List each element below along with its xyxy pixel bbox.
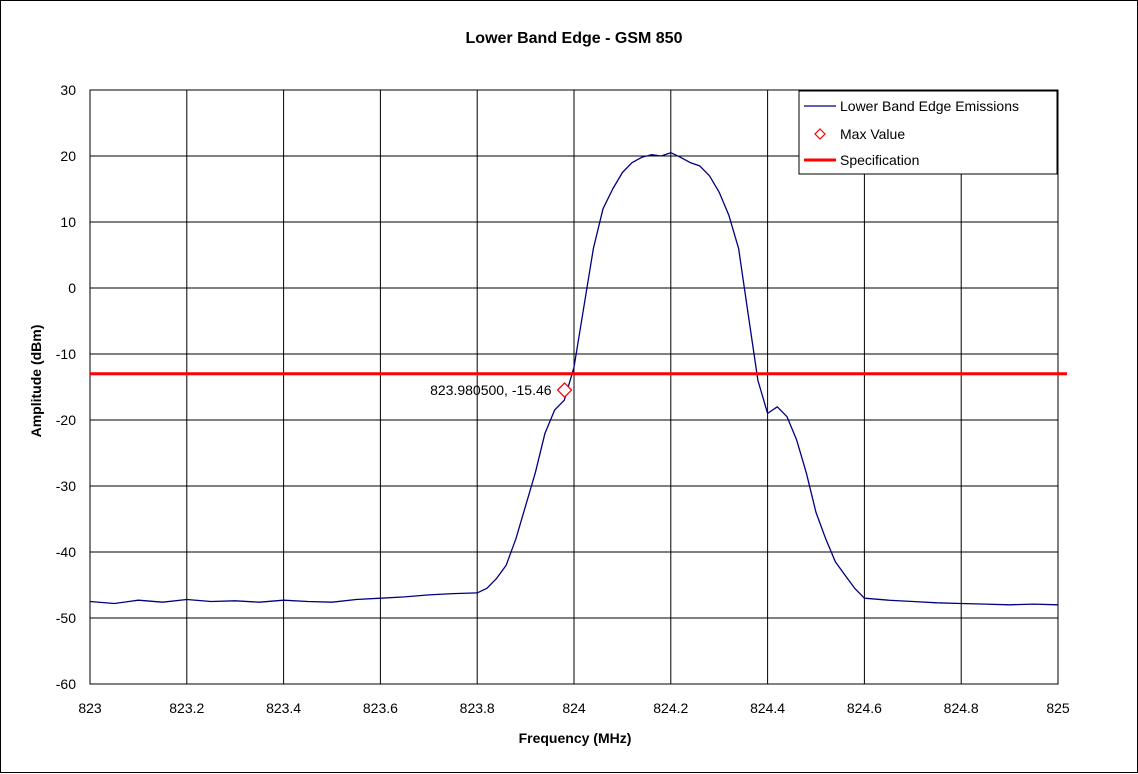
y-tick-label: -50 [56,610,76,626]
x-tick-label: 824.8 [944,700,979,716]
x-tick-label: 824.6 [847,700,882,716]
x-tick-label: 824.4 [750,700,785,716]
y-tick-label: -40 [56,544,76,560]
y-tick-label: -60 [56,676,76,692]
legend: Lower Band Edge Emissions Max Value Spec… [798,90,1058,175]
y-tick-label: 20 [60,148,76,164]
plot-area-border [89,89,1059,685]
chart-title: Lower Band Edge - GSM 850 [466,30,683,47]
max-value-annotation: 823.980500, -15.46 [430,382,552,398]
series-layer: 823.980500, -15.46 [89,152,1067,606]
x-axis-tick-labels: 823 823.2 823.4 823.6 823.8 824 824.2 824.4 824.… [78,700,1070,716]
grid-lines [89,89,1059,685]
y-tick-label: 30 [60,82,76,98]
x-tick-label: 824 [562,700,586,716]
legend-label-emissions: Lower Band Edge Emissions [840,98,1019,114]
legend-label-specification: Specification [840,152,919,168]
x-tick-label: 824.2 [653,700,688,716]
x-axis-title: Frequency (MHz) [519,730,632,746]
y-axis-title: Amplitude (dBm) [28,325,44,438]
series-line-lower-band-edge-emissions [89,152,1059,606]
x-tick-label: 823 [78,700,102,716]
legend-swatch-max-value-diamond-icon [814,128,826,140]
x-tick-label: 823.2 [169,700,204,716]
y-tick-label: -20 [56,412,76,428]
y-tick-label: 10 [60,214,76,230]
x-tick-label: 823.6 [363,700,398,716]
x-tick-label: 825 [1046,700,1070,716]
y-tick-label: -10 [56,346,76,362]
y-tick-label: 0 [68,280,76,296]
y-axis-tick-labels: -60 -50 -40 -30 -20 -10 0 10 20 30 [56,82,76,692]
max-value-marker [556,382,573,398]
legend-label-max-value: Max Value [840,126,905,142]
x-tick-label: 823.8 [460,700,495,716]
legend-box [798,90,1058,175]
y-tick-label: -30 [56,478,76,494]
x-tick-label: 823.4 [266,700,301,716]
